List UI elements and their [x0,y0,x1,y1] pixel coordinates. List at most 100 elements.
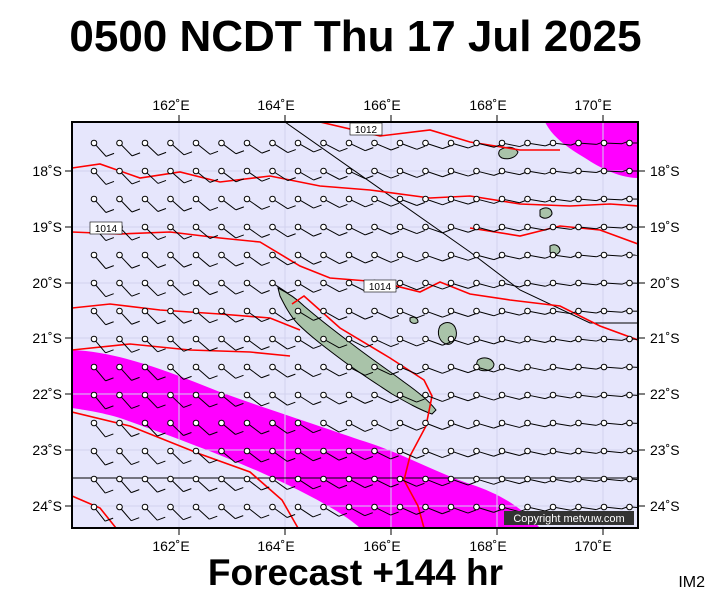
wind-barb [371,475,399,488]
isobar-line [72,163,638,207]
wind-barb [396,167,425,178]
wind-barb [116,503,140,522]
wind-barb [473,447,502,457]
isobar-line [72,343,291,357]
wind-barb [116,307,140,325]
isobar-line [469,225,638,245]
lon-label: 168˚E [469,97,506,113]
wind-barb [117,532,139,549]
map-code-label: IM2 [678,574,705,591]
lat-labels-right: 18˚S 19˚S 20˚S 21˚S 22˚S 23˚S 24˚S [650,163,680,514]
isobar-labels: 1012 1014 1014 [89,122,397,293]
wind-barb [218,391,244,407]
lat-label: 22˚S [650,386,680,402]
wind-barb [447,503,477,514]
wind-barb [243,307,270,323]
wind-barb [600,391,631,399]
wind-barb [116,391,140,409]
wind-barb [498,391,528,400]
wind-barb [447,335,477,346]
wind-barb [345,307,374,320]
wind-barb [396,307,425,319]
wind-barb [320,503,348,517]
wind-barb [243,419,270,435]
wind-barb [422,419,451,430]
wind-barb [525,532,553,539]
wind-barb [167,475,192,493]
wind-barb [167,223,193,240]
wind-barb [371,195,400,207]
wind-barb [345,447,374,460]
lat-label: 20˚S [650,275,680,291]
wind-barb [320,363,348,377]
wind-barb [243,447,270,463]
lon-label: 170˚E [574,97,611,113]
wind-barb [243,335,270,351]
wind-barb [473,419,502,429]
wind-barb [600,335,631,343]
wind-barb [371,363,399,376]
lat-label: 21˚S [650,330,680,346]
wind-barb [90,447,114,466]
wind-barb [192,195,219,211]
lon-label: 166˚E [363,97,400,113]
isobar-line [291,294,433,528]
wind-barb [294,139,322,153]
wind-barb [549,167,580,175]
wind-barb [626,307,638,315]
wind-barb [90,307,114,326]
wind-barb [447,223,477,233]
wind-barbs [90,139,656,549]
wind-barb [626,139,638,147]
map-frame [71,121,639,529]
wind-barb [345,503,373,517]
wind-barb [167,503,192,521]
wind-barb [626,223,638,231]
isobar-label: 1012 [355,125,378,136]
wind-barb [294,475,322,490]
wind-barb [269,167,296,182]
lon-labels-bottom: 162˚E 164˚E 166˚E 168˚E 170˚E [152,538,611,554]
wind-barb [371,503,399,516]
wind-barb [524,139,554,147]
wind-barb [321,532,347,544]
wind-barb [141,335,166,353]
wind-barb [192,139,219,155]
wind-barb [294,447,322,462]
lon-label: 164˚E [257,538,294,554]
wind-barb [549,223,580,231]
wind-barb [447,419,477,430]
wind-barb [269,503,296,518]
wind-barb [192,307,218,324]
wind-barb [575,391,605,399]
wind-barb [116,363,140,381]
wind-barb [524,251,554,259]
lon-label: 164˚E [257,97,294,113]
wind-barb [192,447,218,464]
loyalty-lifou-island [437,322,457,345]
wind-barb [141,195,167,212]
wind-barb [422,139,451,150]
wind-barb [243,195,270,210]
wind-barb [167,279,192,296]
wind-barb [90,167,115,185]
wind-barb [320,251,348,265]
wind-barb [192,279,218,296]
wind-barb [549,447,579,455]
wind-barb [269,363,296,378]
wind-barb [422,279,451,290]
wind-barb [473,307,503,317]
wind-barb [167,139,193,156]
wind-barb [116,475,140,494]
wind-barb [396,391,425,403]
wind-barb [397,532,424,542]
lon-label: 162˚E [152,97,189,113]
wind-barb [167,419,192,436]
wind-barb [141,251,166,269]
wind-barb [498,223,528,232]
wind-barb [141,419,166,437]
wind-barb [294,279,322,293]
wind-barb [422,503,451,515]
wind-barb [627,532,656,538]
